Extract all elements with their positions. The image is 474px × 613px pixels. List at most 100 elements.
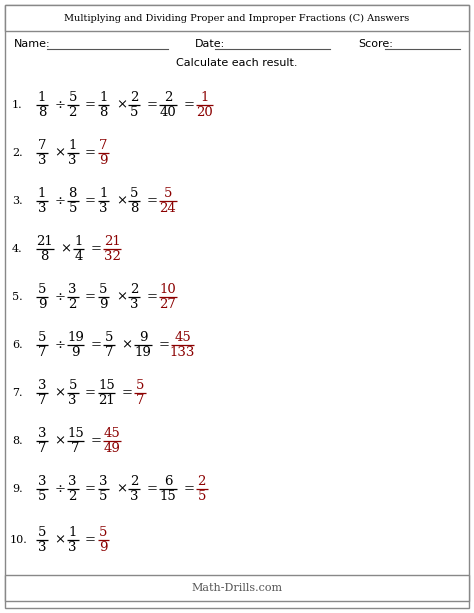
Text: 1: 1	[38, 91, 46, 104]
Text: 3: 3	[37, 202, 46, 215]
Text: 9: 9	[99, 541, 108, 554]
Text: 7: 7	[37, 442, 46, 455]
Text: 2: 2	[164, 91, 172, 104]
Text: Name:: Name:	[14, 39, 51, 49]
Text: 3: 3	[37, 379, 46, 392]
Text: 5: 5	[130, 106, 138, 119]
Text: =: =	[91, 338, 102, 351]
Text: =: =	[85, 99, 96, 112]
Text: 1: 1	[100, 187, 108, 200]
Text: 9.: 9.	[12, 484, 23, 494]
Text: 3: 3	[37, 154, 46, 167]
Text: ×: ×	[54, 387, 65, 400]
Text: ÷: ÷	[55, 482, 65, 495]
Text: =: =	[85, 482, 96, 495]
Text: =: =	[91, 243, 102, 256]
Text: 7: 7	[136, 394, 145, 407]
Text: =: =	[85, 387, 96, 400]
Text: 19: 19	[67, 331, 84, 344]
Text: ×: ×	[54, 147, 65, 159]
Text: 5: 5	[100, 490, 108, 503]
Text: 5: 5	[38, 331, 46, 344]
Text: 32: 32	[104, 250, 121, 263]
Text: =: =	[146, 482, 158, 495]
Text: 133: 133	[170, 346, 195, 359]
Text: ÷: ÷	[55, 194, 65, 207]
Text: 7.: 7.	[12, 388, 22, 398]
Text: 21: 21	[98, 394, 115, 407]
Text: =: =	[91, 435, 102, 447]
Text: 1: 1	[38, 187, 46, 200]
Text: 7: 7	[99, 139, 108, 152]
Text: 9: 9	[99, 298, 108, 311]
Text: 24: 24	[160, 202, 176, 215]
Text: =: =	[146, 99, 158, 112]
Text: 21: 21	[36, 235, 53, 248]
Bar	[5, 5, 469, 31]
Text: ×: ×	[116, 99, 127, 112]
Text: 9: 9	[72, 346, 80, 359]
Text: =: =	[122, 387, 133, 400]
Text: 9: 9	[139, 331, 147, 344]
Text: 8: 8	[100, 106, 108, 119]
Text: 10: 10	[160, 283, 176, 296]
Text: ×: ×	[122, 338, 133, 351]
Text: ÷: ÷	[55, 99, 65, 112]
Bar	[5, 575, 469, 601]
Text: 3: 3	[37, 475, 46, 488]
Text: 3: 3	[130, 490, 138, 503]
Text: 2: 2	[130, 91, 138, 104]
Text: 9: 9	[37, 298, 46, 311]
Text: ×: ×	[54, 533, 65, 547]
Text: 5: 5	[69, 202, 77, 215]
Text: Math-Drills.com: Math-Drills.com	[191, 583, 283, 593]
Text: 27: 27	[160, 298, 176, 311]
Text: 7: 7	[37, 394, 46, 407]
Text: 3: 3	[130, 298, 138, 311]
Text: 1: 1	[201, 91, 209, 104]
Text: 15: 15	[160, 490, 176, 503]
Text: ×: ×	[116, 194, 127, 207]
Text: 5: 5	[130, 187, 138, 200]
Text: 3.: 3.	[12, 196, 23, 206]
Text: =: =	[183, 482, 194, 495]
Text: ÷: ÷	[55, 338, 65, 351]
Text: 2: 2	[69, 298, 77, 311]
Text: 5: 5	[198, 490, 206, 503]
Text: ×: ×	[116, 482, 127, 495]
Text: 5: 5	[105, 331, 113, 344]
Text: 3: 3	[37, 541, 46, 554]
Text: 2: 2	[198, 475, 206, 488]
Text: 8: 8	[130, 202, 138, 215]
Text: 3: 3	[37, 427, 46, 440]
Text: 5: 5	[136, 379, 144, 392]
Text: 2: 2	[130, 475, 138, 488]
Text: 3: 3	[99, 202, 108, 215]
Text: 2: 2	[69, 106, 77, 119]
Text: 10.: 10.	[10, 535, 28, 545]
Text: 49: 49	[104, 442, 121, 455]
Text: 6: 6	[164, 475, 172, 488]
Text: 15: 15	[67, 427, 84, 440]
Text: 7: 7	[37, 346, 46, 359]
Text: Score:: Score:	[358, 39, 393, 49]
Text: 4.: 4.	[12, 244, 23, 254]
Text: 2.: 2.	[12, 148, 23, 158]
Text: 9: 9	[99, 154, 108, 167]
Text: Multiplying and Dividing Proper and Improper Fractions (C) Answers: Multiplying and Dividing Proper and Impr…	[64, 13, 410, 23]
Text: 1: 1	[69, 526, 77, 539]
Text: 20: 20	[196, 106, 213, 119]
Text: 3: 3	[68, 283, 77, 296]
Text: 21: 21	[104, 235, 120, 248]
Text: =: =	[85, 533, 96, 547]
Text: 8: 8	[41, 250, 49, 263]
Text: Date:: Date:	[195, 39, 225, 49]
Text: 5: 5	[38, 526, 46, 539]
Text: Calculate each result.: Calculate each result.	[176, 58, 298, 68]
Text: =: =	[85, 194, 96, 207]
Text: 45: 45	[174, 331, 191, 344]
Text: 1: 1	[69, 139, 77, 152]
Text: 5: 5	[38, 283, 46, 296]
Text: 45: 45	[104, 427, 120, 440]
Text: 15: 15	[98, 379, 115, 392]
